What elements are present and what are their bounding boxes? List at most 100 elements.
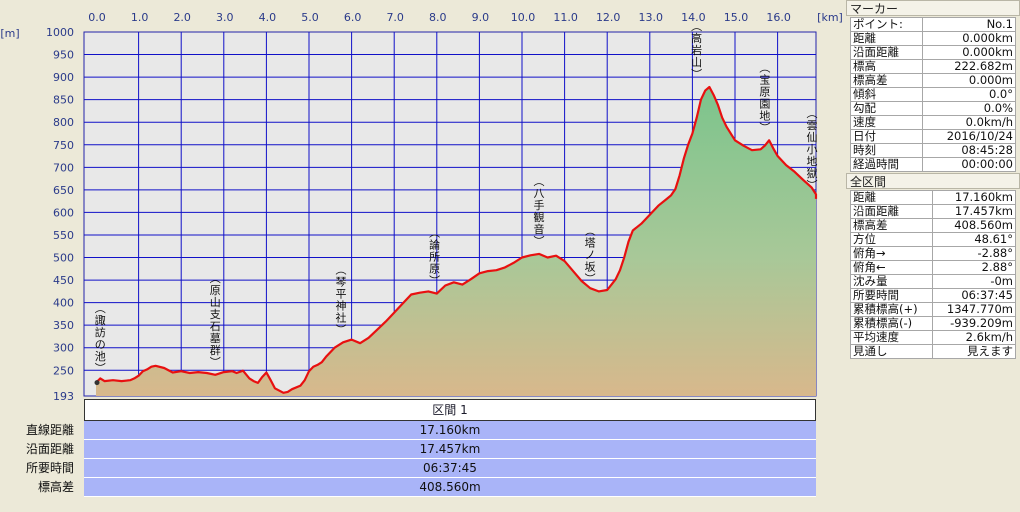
marker-label: ポイント: [850, 17, 923, 32]
marker-row: 標高差 0.000m [850, 73, 1017, 88]
all-label: 累積標高(+) [850, 302, 933, 317]
x-tick-label: 9.0 [472, 11, 490, 24]
all-value: 1347.770m [931, 302, 1017, 317]
summary-row: 直線距離 17.160km [0, 421, 818, 440]
x-tick-label: 0.0 [88, 11, 106, 24]
marker-label: 傾斜 [850, 87, 923, 102]
all-value: 48.61° [931, 232, 1017, 247]
y-tick-label: 800 [53, 116, 74, 129]
waypoint-label: ︵諏訪の池︶ [95, 302, 106, 375]
y-tick-label: 950 [53, 49, 74, 62]
marker-value: 2016/10/24 [921, 129, 1017, 144]
all-label: 俯角← [850, 260, 933, 275]
all-value: 17.457km [931, 204, 1017, 219]
section-header[interactable]: 区間 1 [84, 399, 816, 421]
all-row: 平均速度 2.6km/h [850, 330, 1017, 345]
all-row: 沿面距離 17.457km [850, 204, 1017, 219]
summary-label: 沿面距離 [25, 442, 74, 456]
all-row: 見通し 見えます [850, 344, 1017, 359]
marker-label: 経過時間 [850, 157, 923, 172]
all-row: 距離 17.160km [850, 190, 1017, 205]
y-tick-label: 1000 [46, 26, 74, 39]
marker-label: 時刻 [850, 143, 923, 158]
marker-row: 距離 0.000km [850, 31, 1017, 46]
y-tick-label: 650 [53, 184, 74, 197]
y-tick-label: 600 [53, 206, 74, 219]
marker-row: 勾配 0.0% [850, 101, 1017, 116]
y-tick-label: 500 [53, 252, 74, 265]
y-tick-label: 400 [53, 297, 74, 310]
marker-value: 0.0% [921, 101, 1017, 116]
summary-value: 06:37:45 [84, 459, 816, 478]
marker-row: ポイント: No.1 [850, 17, 1017, 32]
summary-value: 17.457km [84, 440, 816, 459]
marker-row: 速度 0.0km/h [850, 115, 1017, 130]
info-sidebar: マーカー ポイント: No.1 距離 0.000km 沿面距離 0.000km 標高 2… [846, 0, 1020, 512]
marker-label: 標高差 [850, 73, 923, 88]
all-value: 17.160km [931, 190, 1017, 205]
x-tick-label: 1.0 [131, 11, 149, 24]
marker-label: 沿面距離 [850, 45, 923, 60]
summary-label: 所要時間 [25, 461, 74, 475]
waypoint-label: ︵高岩山︶ [691, 20, 702, 81]
x-tick-label: 8.0 [429, 11, 447, 24]
all-value: -0m [931, 274, 1017, 289]
marker-value: 0.0km/h [921, 115, 1017, 130]
marker-value: No.1 [921, 17, 1017, 32]
all-label: 累積標高(-) [850, 316, 933, 331]
all-label: 標高差 [850, 218, 933, 233]
marker-value: 0.0° [921, 87, 1017, 102]
x-tick-label: 2.0 [173, 11, 191, 24]
summary-row: 沿面距離 17.457km [0, 440, 818, 459]
summary-row: 標高差 408.560m [0, 478, 818, 497]
marker-label: 距離 [850, 31, 923, 46]
profile-chart-svg[interactable]: 1000 950 900 850 800 750 700 650 600 550 500 450 400… [0, 0, 845, 400]
y-tick-label: 550 [53, 229, 74, 242]
x-tick-label: 3.0 [216, 11, 234, 24]
x-tick-label: 13.0 [639, 11, 664, 24]
profile-area [96, 87, 816, 396]
marker-row: 時刻 08:45:28 [850, 143, 1017, 158]
marker-value: 00:00:00 [921, 157, 1017, 172]
y-tick-label: 900 [53, 71, 74, 84]
all-row: 方位 48.61° [850, 232, 1017, 247]
start-marker [94, 380, 100, 386]
x-tick-label: 12.0 [596, 11, 621, 24]
x-tick-label: 7.0 [386, 11, 404, 24]
marker-row: 傾斜 0.0° [850, 87, 1017, 102]
x-tick-label: 16.0 [766, 11, 791, 24]
y-tick-label: 450 [53, 274, 74, 287]
marker-value: 222.682m [921, 59, 1017, 74]
all-label: 方位 [850, 232, 933, 247]
marker-value: 0.000km [921, 45, 1017, 60]
summary-label: 標高差 [37, 480, 74, 494]
marker-row: 標高 222.682m [850, 59, 1017, 74]
all-row: 沈み量 -0m [850, 274, 1017, 289]
all-row: 累積標高(-) -939.209m [850, 316, 1017, 331]
x-tick-label: 14.0 [681, 11, 706, 24]
waypoint-label: ︵宝原園地︶ [759, 61, 770, 134]
x-tick-label: 5.0 [301, 11, 319, 24]
all-row: 所要時間 06:37:45 [850, 288, 1017, 303]
all-value: -2.88° [931, 246, 1017, 261]
marker-value: 0.000m [921, 73, 1017, 88]
all-row: 標高差 408.560m [850, 218, 1017, 233]
marker-panel-title: マーカー [846, 0, 1020, 16]
x-tick-label: 10.0 [511, 11, 536, 24]
y-tick-label: 850 [53, 94, 74, 107]
all-section-table: 距離 17.160km 沿面距離 17.457km 標高差 408.560m 方位 48… [850, 190, 1017, 359]
marker-label: 標高 [850, 59, 923, 74]
all-label: 俯角→ [850, 246, 933, 261]
y-tick-label: 193 [53, 390, 74, 400]
marker-table: ポイント: No.1 距離 0.000km 沿面距離 0.000km 標高 222.68… [850, 17, 1017, 172]
x-tick-label: 15.0 [724, 11, 749, 24]
profile-line [95, 85, 818, 394]
all-value: 06:37:45 [931, 288, 1017, 303]
marker-label: 日付 [850, 129, 923, 144]
all-label: 沿面距離 [850, 204, 933, 219]
waypoint-label: ︵八手観音︶ [534, 175, 545, 248]
marker-label: 速度 [850, 115, 923, 130]
waypoint-label: ︵論所原︶ [429, 227, 440, 288]
waypoint-label: ︵琴平神社︶ [335, 263, 346, 336]
all-label: 所要時間 [850, 288, 933, 303]
